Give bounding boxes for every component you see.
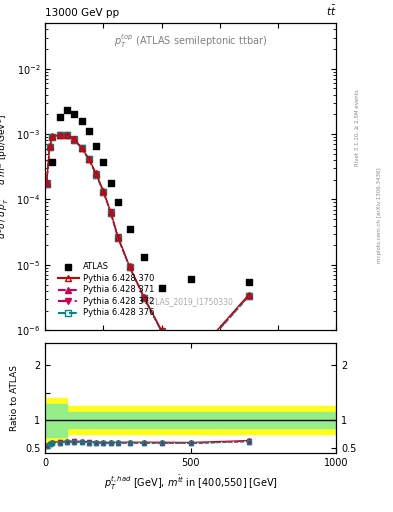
Pythia 6.428 371 xyxy=(159,329,164,335)
Line: Pythia 6.428 376: Pythia 6.428 376 xyxy=(44,133,252,365)
Pythia 6.428 370 xyxy=(47,143,52,150)
Pythia 6.428 372 xyxy=(101,188,106,195)
Pythia 6.428 376 xyxy=(79,145,84,151)
Pythia 6.428 376 xyxy=(47,144,52,151)
Pythia 6.428 376 xyxy=(159,329,164,335)
ATLAS xyxy=(79,117,85,125)
ATLAS xyxy=(71,110,77,118)
Pythia 6.428 372 xyxy=(142,294,147,301)
Pythia 6.428 376 xyxy=(108,209,113,216)
Pythia 6.428 371 xyxy=(72,137,77,143)
Line: Pythia 6.428 370: Pythia 6.428 370 xyxy=(44,132,252,363)
Pythia 6.428 372 xyxy=(86,156,91,162)
Pythia 6.428 371 xyxy=(94,172,99,178)
Pythia 6.428 371 xyxy=(47,144,52,151)
Pythia 6.428 372 xyxy=(47,144,52,150)
Pythia 6.428 371 xyxy=(142,295,147,301)
Pythia 6.428 370 xyxy=(94,170,99,177)
Pythia 6.428 376 xyxy=(44,181,49,187)
ATLAS xyxy=(141,253,147,262)
Pythia 6.428 370 xyxy=(86,156,91,162)
Y-axis label: $d^2\sigma\,/\,d\,p_T^{t,had}\,d\,m^{\bar{t}t}$ [pb/GeV$^2$]: $d^2\sigma\,/\,d\,p_T^{t,had}\,d\,m^{\ba… xyxy=(0,114,11,239)
Pythia 6.428 370 xyxy=(108,209,113,215)
Pythia 6.428 372 xyxy=(44,180,49,186)
Pythia 6.428 372 xyxy=(116,234,120,240)
Pythia 6.428 376 xyxy=(72,137,77,143)
Pythia 6.428 376 xyxy=(246,293,251,300)
Text: $p_T^{top}$ (ATLAS semileptonic ttbar): $p_T^{top}$ (ATLAS semileptonic ttbar) xyxy=(114,32,267,50)
Pythia 6.428 370 xyxy=(116,233,120,240)
Pythia 6.428 376 xyxy=(142,295,147,301)
ATLAS xyxy=(158,284,165,292)
Pythia 6.428 372 xyxy=(72,136,77,142)
Pythia 6.428 370 xyxy=(142,294,147,300)
Pythia 6.428 372 xyxy=(188,358,193,365)
Pythia 6.428 376 xyxy=(64,132,70,138)
Line: Pythia 6.428 372: Pythia 6.428 372 xyxy=(44,132,252,364)
Pythia 6.428 372 xyxy=(108,209,113,215)
Pythia 6.428 371 xyxy=(50,134,55,140)
Pythia 6.428 371 xyxy=(116,234,120,241)
ATLAS xyxy=(108,179,114,187)
ATLAS xyxy=(127,225,133,233)
Pythia 6.428 376 xyxy=(188,358,193,365)
Text: mcplots.cern.ch [arXiv:1306.3436]: mcplots.cern.ch [arXiv:1306.3436] xyxy=(377,167,382,263)
Pythia 6.428 371 xyxy=(127,264,132,270)
Pythia 6.428 371 xyxy=(79,145,84,151)
X-axis label: $p_T^{t,had}$ [GeV], $m^{\bar{t}t}$ in [400,550] [GeV]: $p_T^{t,had}$ [GeV], $m^{\bar{t}t}$ in [… xyxy=(104,474,277,492)
Pythia 6.428 370 xyxy=(101,188,106,194)
Pythia 6.428 370 xyxy=(159,327,164,333)
Text: 13000 GeV pp: 13000 GeV pp xyxy=(45,8,119,18)
Pythia 6.428 371 xyxy=(101,189,106,195)
Pythia 6.428 372 xyxy=(64,132,70,138)
Pythia 6.428 371 xyxy=(64,132,70,138)
Pythia 6.428 372 xyxy=(246,293,251,299)
ATLAS xyxy=(187,275,194,284)
Pythia 6.428 370 xyxy=(246,292,251,298)
Pythia 6.428 372 xyxy=(57,132,62,138)
Text: ATLAS_2019_I1750330: ATLAS_2019_I1750330 xyxy=(147,296,234,306)
Pythia 6.428 370 xyxy=(50,134,55,140)
Pythia 6.428 370 xyxy=(127,263,132,269)
Line: Pythia 6.428 371: Pythia 6.428 371 xyxy=(44,133,252,365)
Legend: ATLAS, Pythia 6.428 370, Pythia 6.428 371, Pythia 6.428 372, Pythia 6.428 376: ATLAS, Pythia 6.428 370, Pythia 6.428 37… xyxy=(55,260,157,320)
ATLAS xyxy=(50,158,56,166)
Pythia 6.428 370 xyxy=(72,136,77,142)
ATLAS xyxy=(100,158,107,166)
Pythia 6.428 372 xyxy=(159,328,164,334)
ATLAS xyxy=(246,278,252,286)
Pythia 6.428 370 xyxy=(188,357,193,363)
Pythia 6.428 372 xyxy=(79,145,84,151)
Pythia 6.428 376 xyxy=(127,264,132,270)
Pythia 6.428 372 xyxy=(50,134,55,140)
Pythia 6.428 371 xyxy=(188,358,193,365)
ATLAS xyxy=(86,127,92,136)
Pythia 6.428 376 xyxy=(101,189,106,195)
Text: Rivet 3.1.10, ≥ 2.5M events: Rivet 3.1.10, ≥ 2.5M events xyxy=(355,90,360,166)
ATLAS xyxy=(64,106,70,115)
Pythia 6.428 371 xyxy=(44,181,49,187)
Pythia 6.428 372 xyxy=(127,264,132,270)
Pythia 6.428 376 xyxy=(50,134,55,140)
ATLAS xyxy=(57,113,63,121)
ATLAS xyxy=(93,142,99,151)
Pythia 6.428 370 xyxy=(57,132,62,138)
Pythia 6.428 376 xyxy=(57,132,62,138)
Pythia 6.428 370 xyxy=(64,132,70,138)
Pythia 6.428 370 xyxy=(79,144,84,151)
Pythia 6.428 376 xyxy=(86,156,91,162)
Pythia 6.428 371 xyxy=(108,209,113,216)
Y-axis label: Ratio to ATLAS: Ratio to ATLAS xyxy=(10,365,19,431)
Pythia 6.428 376 xyxy=(94,172,99,178)
Pythia 6.428 370 xyxy=(44,180,49,186)
Pythia 6.428 371 xyxy=(57,132,62,138)
Pythia 6.428 371 xyxy=(86,156,91,162)
Text: $t\bar{t}$: $t\bar{t}$ xyxy=(325,4,336,18)
ATLAS xyxy=(115,198,121,206)
Pythia 6.428 371 xyxy=(246,293,251,300)
Pythia 6.428 376 xyxy=(116,234,120,241)
Pythia 6.428 372 xyxy=(94,171,99,177)
